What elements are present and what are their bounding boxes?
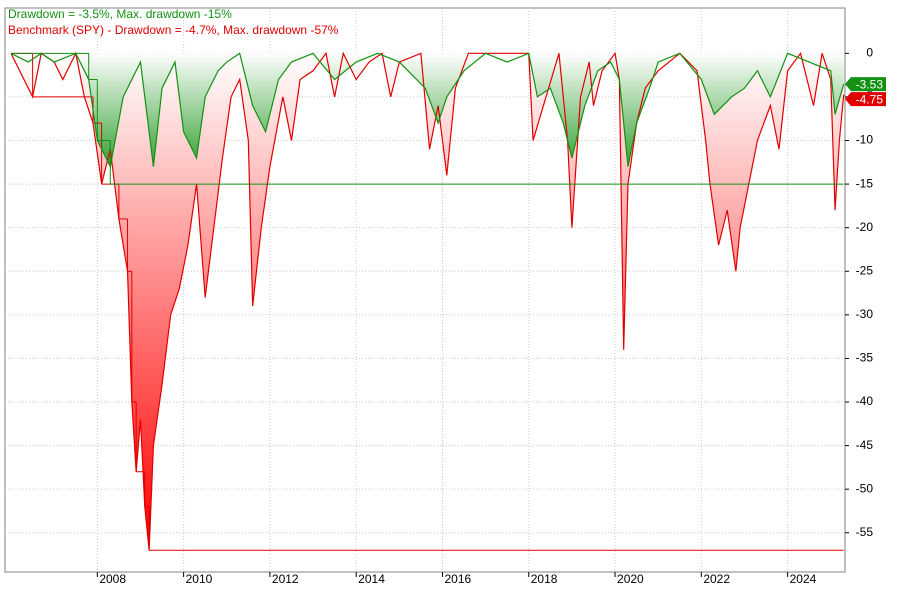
- x-tick-label: 2014: [358, 572, 385, 586]
- y-tick-label: -30: [856, 307, 874, 321]
- y-tick-label: -35: [856, 351, 874, 365]
- x-tick-label: 2024: [790, 572, 817, 586]
- y-tick-label: -40: [856, 394, 874, 408]
- x-tick-label: 2010: [186, 572, 213, 586]
- y-tick-label: -50: [856, 481, 874, 495]
- last-value-tag: [845, 92, 886, 107]
- y-tick-label: -45: [856, 438, 874, 452]
- y-tick-label: -10: [856, 133, 874, 147]
- y-tick-label: -20: [856, 220, 874, 234]
- last-value-label: -3.53: [856, 77, 884, 91]
- drawdown-line: [10, 52, 845, 169]
- y-tick-label: 0: [866, 46, 873, 60]
- x-tick-label: 2008: [99, 572, 126, 586]
- drawdown-area: [11, 53, 844, 551]
- x-tick-label: 2012: [272, 572, 299, 586]
- legend-benchmark: Benchmark (SPY) - Drawdown = -4.7%, Max.…: [8, 23, 339, 37]
- legend-strategy: Drawdown = -3.5%, Max. drawdown -15%: [8, 7, 232, 21]
- drawdown-area: [11, 53, 844, 167]
- x-tick-label: 2020: [617, 572, 644, 586]
- last-value-tag: [845, 77, 886, 92]
- y-tick-label: -25: [856, 263, 874, 277]
- y-tick-label: -15: [856, 176, 874, 190]
- x-tick-label: 2022: [703, 572, 730, 586]
- x-tick-label: 2016: [444, 572, 471, 586]
- y-tick-label: -55: [856, 525, 874, 539]
- last-value-label: -4.75: [856, 92, 884, 106]
- x-tick-label: 2018: [531, 572, 558, 586]
- drawdown-line: [10, 51, 845, 551]
